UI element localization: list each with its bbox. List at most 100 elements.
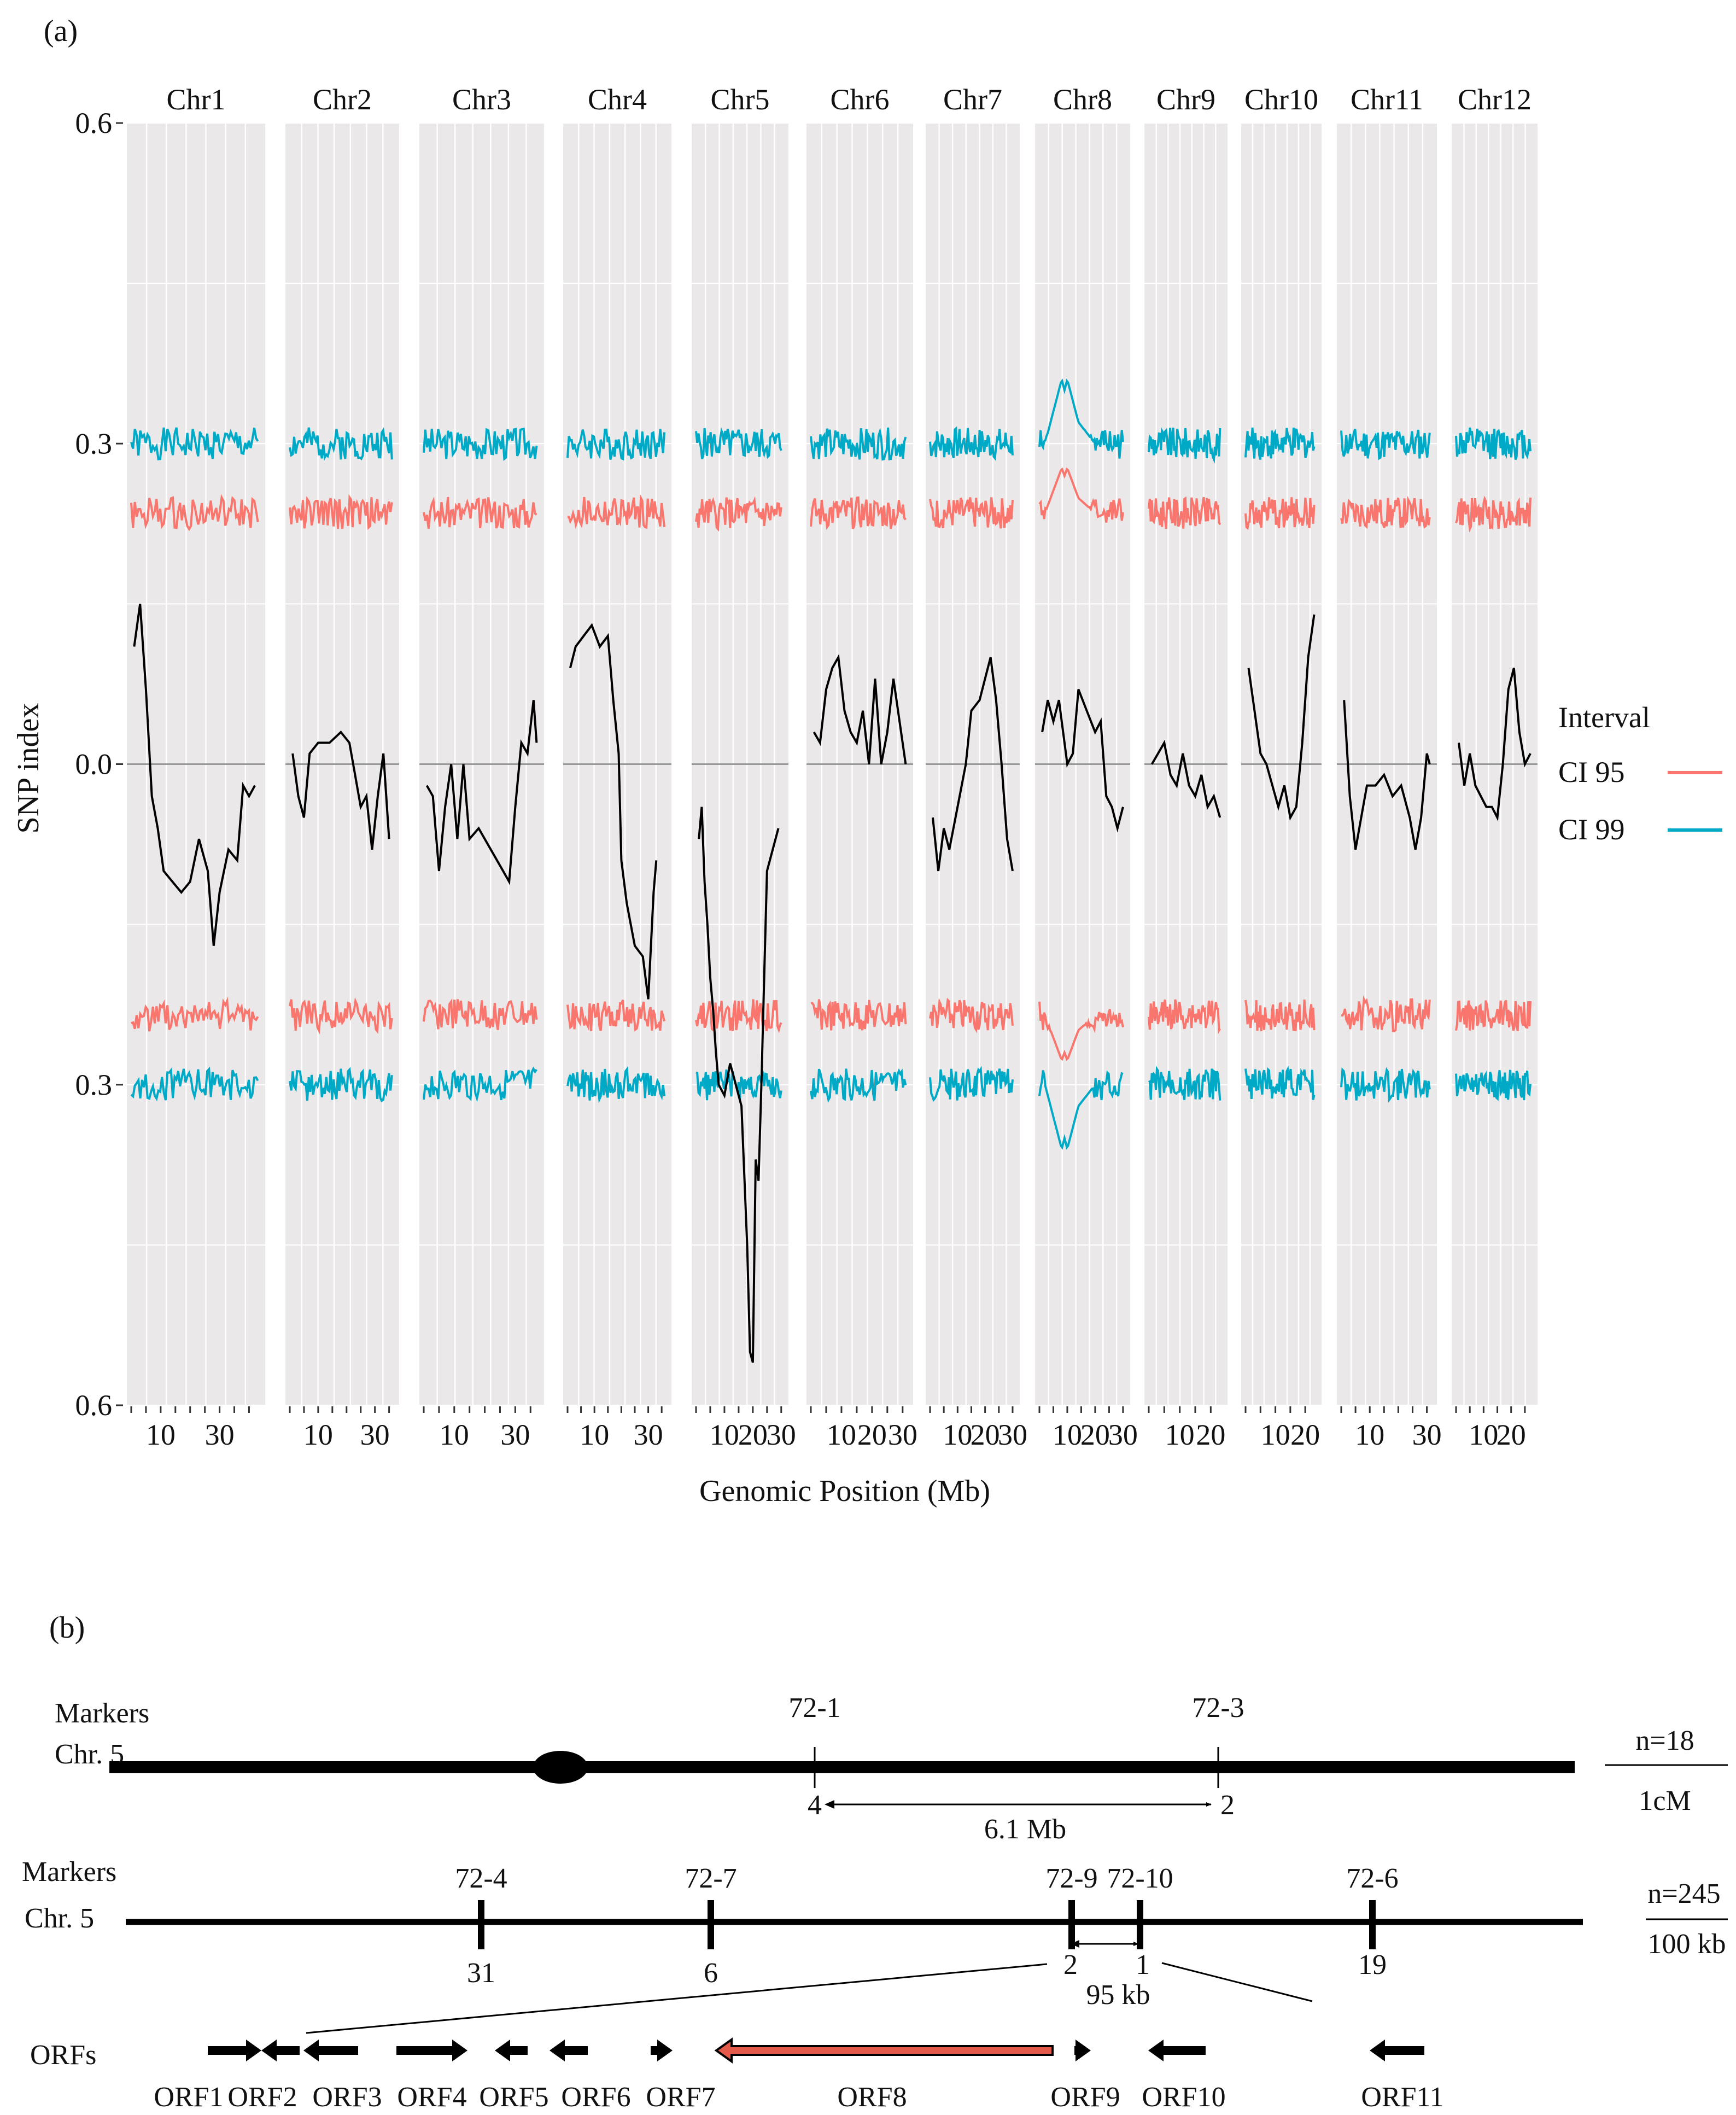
x-tick-label: 30 <box>998 1418 1027 1451</box>
ci99-upper-threshold <box>1244 427 1316 460</box>
orf-arrow-4 <box>396 2040 467 2061</box>
snp-index-line <box>698 807 780 1363</box>
ci99-upper-threshold <box>695 427 782 459</box>
orf-arrow-9 <box>1074 2040 1091 2061</box>
ci95-upper-threshold <box>695 496 782 532</box>
ci95-lower-threshold <box>1244 999 1316 1031</box>
snp-index-line <box>1041 688 1124 833</box>
ci95-upper-threshold <box>1244 497 1316 530</box>
x-tick-label: 10 <box>1261 1418 1290 1451</box>
row2-marker-count: 2 <box>1063 1949 1078 1980</box>
y-axis-title: SNP index <box>11 703 45 833</box>
legend-label-ci95: CI 95 <box>1558 756 1625 788</box>
x-tick-label: 10 <box>440 1418 469 1451</box>
facet-chr2: Chr2 10 30 <box>285 83 399 1451</box>
x-tick-label: 10 <box>943 1418 972 1451</box>
ci95-lower-threshold <box>1038 1001 1124 1061</box>
ci95-upper-threshold <box>1455 495 1532 533</box>
snp-index-line <box>1150 739 1221 818</box>
ci99-lower-threshold <box>929 1066 1014 1102</box>
ci99-upper-threshold <box>810 427 907 461</box>
x-axis-title: Genomic Position (Mb) <box>699 1474 990 1508</box>
x-tick-label: 10 <box>1165 1418 1195 1451</box>
snp-index-line <box>813 653 907 764</box>
panel-a-label: (a) <box>44 14 78 48</box>
orf-arrow-10 <box>1148 2040 1206 2061</box>
y-axis: 0.6 0.3 0.0 0.3 0.6 <box>75 107 123 1422</box>
ci95-lower-threshold <box>1455 1000 1532 1031</box>
orf-label-6: ORF6 <box>561 2082 630 2113</box>
snp-index-line <box>1247 614 1316 821</box>
strip-label: Chr4 <box>588 83 647 116</box>
ci99-upper-threshold <box>566 428 666 461</box>
facet-chr1: Chr1 10 30 <box>127 83 265 1451</box>
ci95-upper-threshold <box>810 496 907 530</box>
orf-arrow-5 <box>495 2040 528 2061</box>
orf-labels: ORF1 ORF2 ORF3 ORF4 ORF5 ORF6 ORF7 ORF8 ORF9 ORF1… <box>154 2082 1443 2113</box>
ci95-lower-threshold <box>423 998 538 1030</box>
orf-arrow-2 <box>261 2040 300 2061</box>
facet-chr3: Chr3 10 30 <box>419 83 544 1451</box>
ci95-upper-threshold <box>1148 496 1221 529</box>
row1-marker-name-72-1: 72-1 <box>788 1692 840 1723</box>
orf-arrow-7 <box>651 2040 673 2061</box>
ci99-lower-threshold <box>1340 1067 1431 1103</box>
x-tick-label: 30 <box>205 1418 235 1451</box>
orf-label-7: ORF7 <box>646 2082 715 2113</box>
ci95-lower-threshold <box>289 997 393 1035</box>
x-tick-label: 10 <box>1355 1418 1384 1451</box>
orf-track: ORFs ORF1 ORF2 ORF3 ORF4 ORF5 ORF6 ORF7 ORF8 ORF… <box>30 2037 1444 2113</box>
ci95-upper-threshold <box>423 496 537 529</box>
ci99-lower-threshold <box>1455 1070 1532 1101</box>
ci99-lower-threshold <box>1038 1070 1124 1150</box>
y-tick-label: 0.6 <box>75 1389 113 1422</box>
orf-label-4: ORF4 <box>397 2082 466 2113</box>
row1-distance-label: 6.1 Mb <box>984 1814 1066 1845</box>
x-tick-label: 10 <box>1469 1418 1498 1451</box>
row2-distance-label: 95 kb <box>1086 1979 1150 2011</box>
x-tick-label: 20 <box>1196 1418 1225 1451</box>
snp-index-line <box>569 623 658 1000</box>
ci99-upper-threshold <box>289 427 393 461</box>
x-tick-label: 30 <box>767 1418 796 1451</box>
ci99-lower-threshold <box>1148 1065 1221 1101</box>
ci99-lower-threshold <box>1244 1065 1316 1100</box>
ci99-lower-threshold <box>695 1069 782 1101</box>
ci95-lower-threshold <box>810 999 907 1031</box>
ci99-upper-threshold <box>1455 427 1532 460</box>
orf-label-10: ORF10 <box>1142 2082 1225 2113</box>
x-tick-label: 20 <box>738 1418 768 1451</box>
orf-label-8: ORF8 <box>837 2082 907 2113</box>
y-tick-label: 0.6 <box>75 107 113 139</box>
orf-label-5: ORF5 <box>479 2082 548 2113</box>
row2-label-chr: Chr. 5 <box>25 1903 94 1934</box>
strip-label: Chr11 <box>1351 83 1423 116</box>
ci95-lower-threshold <box>131 996 259 1032</box>
row1-centromere <box>533 1751 588 1784</box>
row2-distance-arrow-left-head <box>1071 1940 1079 1948</box>
ci99-upper-threshold <box>130 427 259 461</box>
facet-chr11: Chr11 10 30 <box>1337 83 1442 1451</box>
ci95-upper-threshold <box>1038 467 1124 523</box>
orf-arrow-1 <box>208 2040 261 2061</box>
x-tick-label: 10 <box>827 1418 856 1451</box>
row1-distance-arrow-left-head <box>825 1800 834 1809</box>
orfs-label: ORFs <box>30 2040 96 2071</box>
snp-index-line <box>1343 700 1431 850</box>
row2-marker-count: 6 <box>704 1958 718 1989</box>
orf-label-2: ORF2 <box>227 2082 297 2113</box>
row2-label-markers: Markers <box>22 1856 116 1888</box>
facet-chr4: Chr4 10 30 <box>563 83 671 1451</box>
row1-scale-label: 1cM <box>1639 1785 1691 1816</box>
ci95-lower-threshold <box>695 999 782 1033</box>
orf-arrow-6 <box>550 2040 588 2061</box>
row1-label-markers: Markers <box>55 1698 149 1729</box>
snp-index-line <box>425 700 538 886</box>
y-tick-label: 0.3 <box>75 427 113 460</box>
zoom-line-right <box>1161 1962 1313 2002</box>
strip-label: Chr6 <box>831 83 890 116</box>
x-tick-label: 20 <box>857 1418 887 1451</box>
